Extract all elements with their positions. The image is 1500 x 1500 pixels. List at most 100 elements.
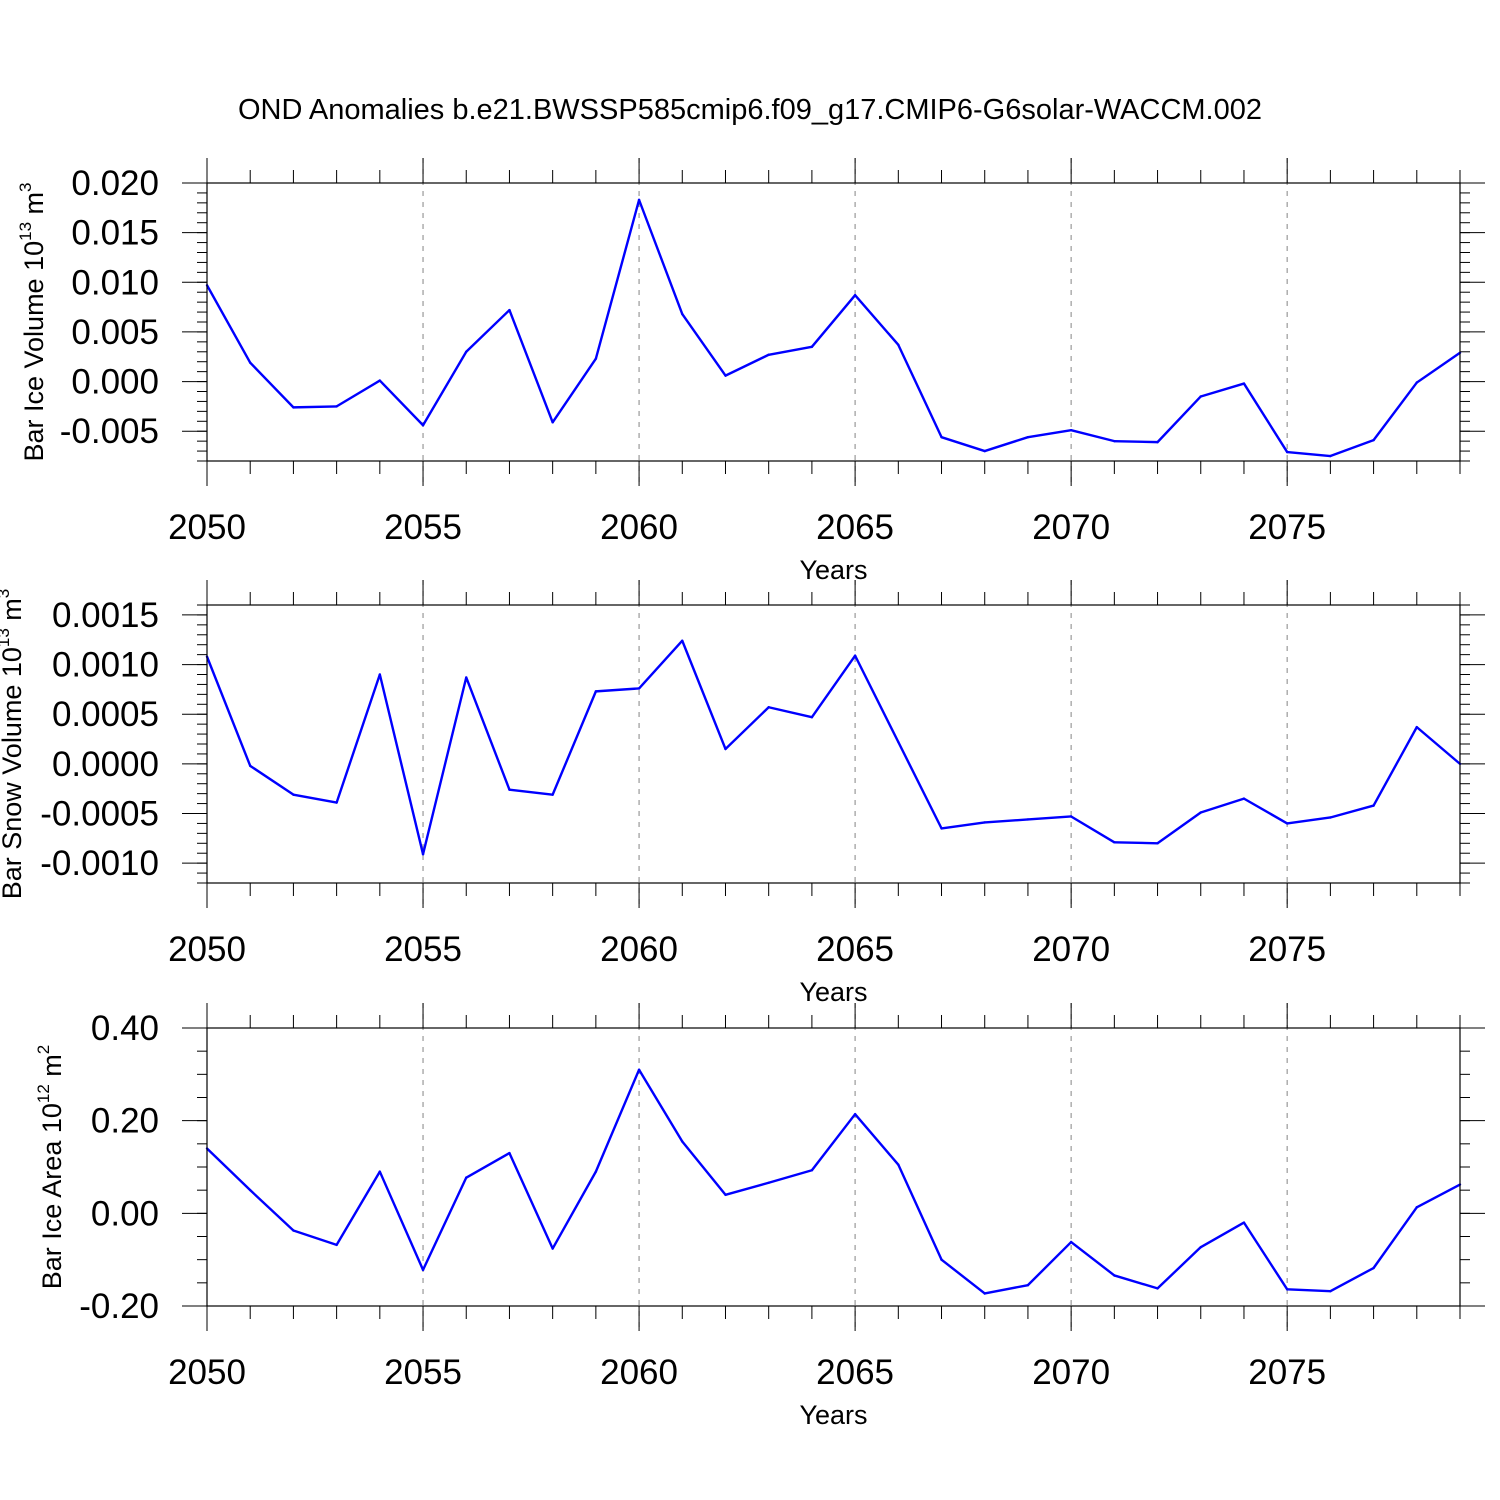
plot-frame xyxy=(206,1027,1461,1307)
series-segment xyxy=(1113,439,1159,444)
series-segment xyxy=(594,198,641,360)
x-tick-label: 2055 xyxy=(384,1353,462,1392)
series-segment xyxy=(637,198,684,316)
series-segment xyxy=(1069,815,1116,844)
x-tick-label: 2055 xyxy=(384,508,462,547)
series-segment xyxy=(940,1258,986,1295)
y-axis-label: Bar Ice Area 1012 m2 xyxy=(34,1045,67,1290)
x-tick-label: 2050 xyxy=(168,1353,246,1392)
series-segment xyxy=(421,350,468,427)
y-tick-label: -0.0010 xyxy=(40,844,159,883)
series-segment xyxy=(292,1229,338,1247)
series-segment xyxy=(853,293,900,347)
y-tick-label: 0.020 xyxy=(71,164,159,203)
series-segment xyxy=(1242,1221,1289,1291)
series-segment xyxy=(335,379,382,408)
y-tick-label: 0.0000 xyxy=(52,745,159,784)
series-segment xyxy=(767,1169,814,1184)
y-axis-label-unit-exponent: 3 xyxy=(0,589,13,598)
panel-snow-volume: -0.0010 -0.0005 0.0000 0.0005 0.0010 0.0015 20… xyxy=(0,580,1485,1007)
series-segment xyxy=(983,818,1030,824)
y-axis-label-exponent: 12 xyxy=(34,1084,53,1103)
series-segment xyxy=(1372,381,1418,442)
series-segment xyxy=(1242,382,1289,454)
series-segment xyxy=(1026,1240,1073,1287)
y-tick-label: 0.20 xyxy=(91,1102,159,1141)
y-axis-label: Bar Ice Volume 1013 m3 xyxy=(16,182,49,461)
series-line xyxy=(205,198,1462,458)
series-segment xyxy=(1415,1183,1462,1209)
series-segment xyxy=(1113,1274,1159,1290)
y-tick-label: -0.20 xyxy=(79,1287,159,1326)
y-axis-label-unit: m xyxy=(37,1054,67,1084)
y-tick-label: 0.000 xyxy=(71,363,159,402)
series-segment xyxy=(1372,725,1418,807)
y-axis-label-unit: m xyxy=(19,192,49,222)
series-segment xyxy=(1156,811,1202,845)
series-segment xyxy=(1415,351,1462,384)
series-segment xyxy=(724,353,770,377)
y-tick-label: -0.0005 xyxy=(40,795,159,834)
series-segment xyxy=(767,345,814,356)
series-segment xyxy=(940,435,986,453)
y-axis-label-exponent: 13 xyxy=(0,628,13,647)
x-tick-label: 2050 xyxy=(168,930,246,969)
x-tick-label: 2060 xyxy=(600,508,678,547)
series-segment xyxy=(594,1068,641,1173)
series-segment xyxy=(1199,382,1246,398)
figure-title: OND Anomalies b.e21.BWSSP585cmip6.f09_g1… xyxy=(238,94,1262,126)
series-segment xyxy=(1242,797,1289,825)
x-tick-label: 2065 xyxy=(816,1353,894,1392)
series-segment xyxy=(378,379,425,427)
y-tick-label: 0.0010 xyxy=(52,646,159,685)
series-segment xyxy=(508,1151,554,1250)
series-segment xyxy=(1199,797,1246,814)
series-segment xyxy=(1329,804,1375,819)
series-segment xyxy=(681,1140,727,1197)
y-tick-label: 0.40 xyxy=(91,1009,159,1048)
series-segment xyxy=(335,1170,382,1247)
y-axis-label-unit: m xyxy=(0,598,27,628)
series-segment xyxy=(378,1170,425,1272)
panel-ice-area: -0.20 0.00 0.20 0.40 2050 2055 2060 2065 2070 207… xyxy=(34,1003,1485,1430)
x-tick-label: 2075 xyxy=(1248,1353,1326,1392)
x-axis-label: Years xyxy=(799,1400,867,1430)
series-segment xyxy=(292,793,338,804)
series-segment xyxy=(508,788,554,796)
y-axis-label: Bar Snow Volume 1013 m3 xyxy=(0,589,27,900)
y-tick-label: 0.0005 xyxy=(52,695,159,734)
y-tick-label: 0.00 xyxy=(91,1194,159,1233)
series-segment xyxy=(1285,1288,1332,1293)
series-segment xyxy=(1069,429,1116,443)
series-segment xyxy=(897,343,943,439)
x-axis-label: Years xyxy=(799,555,867,585)
x-tick-label: 2065 xyxy=(816,930,894,969)
y-tick-label: 0.010 xyxy=(71,263,159,302)
series-segment xyxy=(767,706,814,719)
series-segment xyxy=(1415,725,1462,766)
x-tick-label: 2050 xyxy=(168,508,246,547)
series-segment xyxy=(897,740,943,830)
x-tick-label: 2060 xyxy=(600,930,678,969)
series-segment xyxy=(465,308,511,353)
series-segment xyxy=(724,1181,770,1197)
y-tick-label: 0.005 xyxy=(71,313,159,352)
series-line xyxy=(205,639,1462,856)
series-segment xyxy=(1156,1245,1202,1290)
series-segment xyxy=(1285,450,1332,458)
series-segment xyxy=(551,690,598,796)
series-segment xyxy=(810,293,857,349)
series-segment xyxy=(594,687,641,693)
series-segment xyxy=(249,361,295,409)
series-segment xyxy=(681,639,727,751)
series-segment xyxy=(249,764,295,796)
series-segment xyxy=(1113,841,1159,845)
series-line xyxy=(205,1068,1462,1295)
x-tick-label: 2065 xyxy=(816,508,894,547)
y-axis-label-unit-exponent: 3 xyxy=(16,182,35,191)
series-segment xyxy=(637,1068,684,1143)
series-segment xyxy=(421,1176,468,1272)
series-segment xyxy=(205,284,252,364)
y-axis-label-exponent: 13 xyxy=(16,222,35,241)
series-segment xyxy=(205,655,252,768)
